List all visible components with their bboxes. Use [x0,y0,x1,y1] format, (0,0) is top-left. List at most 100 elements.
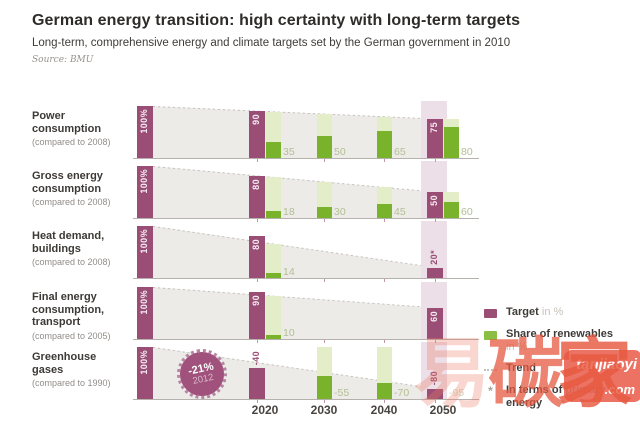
row-label-title: Final energy consumption, transport [32,291,105,328]
badge-year: 2012 [191,371,215,387]
axis-tick [384,159,385,162]
chart-row: 100% 90 35 50 65 75 80 [133,101,505,162]
axis-tick [384,279,385,282]
renewables-trend-extension [317,347,332,376]
renewables-value-label: 45 [394,206,406,218]
row-label-compare: (compared to 2008) [32,257,111,267]
target-bar: 50 [427,192,443,218]
axis-tick [384,400,385,403]
renewables-bar [317,207,332,218]
renewables-value-label: 80 [461,146,473,158]
renewables-trend-extension [444,119,459,127]
trend-wedge [152,226,436,278]
x-axis-year: 2020 [251,403,279,417]
target-bar: 90 [249,111,265,158]
target-bar: 100% [137,347,153,399]
renewables-trend-extension [377,347,392,384]
page-title: German energy transition: high certainty… [32,12,521,29]
axis-tick [324,279,325,282]
axis-tick [257,159,258,162]
target-range-label: -95 [449,387,465,399]
renewables-bar [317,135,332,158]
renewables-bar [266,210,281,218]
renewables-value-label: 30 [334,206,346,218]
legend-item-note: * In terms of primary energy [484,384,634,410]
renewables-bar [377,204,392,218]
row-label-title: Gross energy consumption [32,170,103,195]
renewables-value-label: 10 [283,327,295,339]
legend-label: Target in % [506,306,564,318]
page-subtitle: Long-term, comprehensive energy and clim… [32,37,511,49]
target-bar-label: 100% [139,169,149,194]
renewables-value-label: 60 [461,206,473,218]
target-legend-icon [484,309,497,318]
renewables-value-label: 18 [283,206,295,218]
x-axis: 2020 2030 2040 2050 [133,403,505,419]
renewables-value-label: 14 [283,266,295,278]
target-bar-label: 60 [429,310,439,322]
row-label-title: Greenhouse gases [32,351,97,376]
legend-item-target: Target in % [484,306,634,320]
renewables-value-label: -55 [334,387,350,399]
target-bar-label: 90 [251,114,261,126]
target-bar: 100% [137,106,153,158]
axis-tick [324,340,325,343]
renewables-trend-extension [377,116,392,132]
target-bar: 100% [137,226,153,278]
renewables-trend-extension [266,243,281,274]
target-bar: 75 [427,119,443,158]
axis-tick [435,279,436,282]
renewables-legend-icon [484,331,497,340]
renewables-trend-extension [377,187,392,205]
axis-tick [257,340,258,343]
row-label: Gross energy consumption (compared to 200… [32,170,130,208]
target-bar [249,367,265,399]
legend-item-trend: Trend [484,362,634,376]
renewables-trend-extension [317,181,332,208]
renewables-bar [377,131,392,158]
row-label: Heat demand, buildings (compared to 2008) [32,230,130,268]
target-bar-label: 100% [139,350,149,375]
renewables-bar [266,334,281,339]
target-bar-label: 75 [429,122,439,133]
target-bar-label: -80 [429,371,439,386]
row-label-compare: (compared to 1990) [32,378,111,388]
legend-label-suffix: in % [506,341,528,353]
trend-dotted-line [152,287,436,309]
target-bar-label: 50 [429,195,439,206]
chart-row: 100% 80 18 30 45 50 60 [133,161,505,222]
legend-label: Share of renewables in % [506,328,613,353]
target-bar [427,388,443,399]
row-baseline [133,218,479,219]
target-bar-label: 90 [251,295,261,307]
axis-tick [435,159,436,162]
target-bar-label: -40 [251,350,261,365]
renewables-trend-extension [266,177,281,211]
row-baseline [133,339,479,340]
row-label: Power consumption (compared to 2008) [32,110,130,148]
target-bar-label: 80 [251,239,261,251]
trend-legend-icon [484,369,497,371]
chart-row: 100% 80 14 20* [133,221,505,282]
legend: Target in % Share of renewables in % Trend… [484,306,634,418]
row-baseline [133,278,479,279]
trend-wedge [152,347,436,399]
target-bar: 90 [249,292,265,339]
target-bar-label: 80 [251,179,261,191]
renewables-trend-extension [317,113,332,136]
target-bar: 60 [427,307,443,339]
target-bar: 100% [137,166,153,218]
legend-label: In terms of primary energy [506,384,606,409]
row-label-compare: (compared to 2008) [32,197,111,207]
renewables-trend-extension [266,111,281,142]
target-bar: 80 [249,176,265,218]
target-bar-label-anchor: -80 [427,347,443,399]
legend-label-suffix: in % [538,306,564,318]
row-baseline [133,158,479,159]
row-label-compare: (compared to 2005) [32,330,111,341]
renewables-bar [377,383,392,399]
axis-tick [435,219,436,222]
target-bar-label: 100% [139,109,149,134]
note-legend-icon: * [488,384,493,398]
